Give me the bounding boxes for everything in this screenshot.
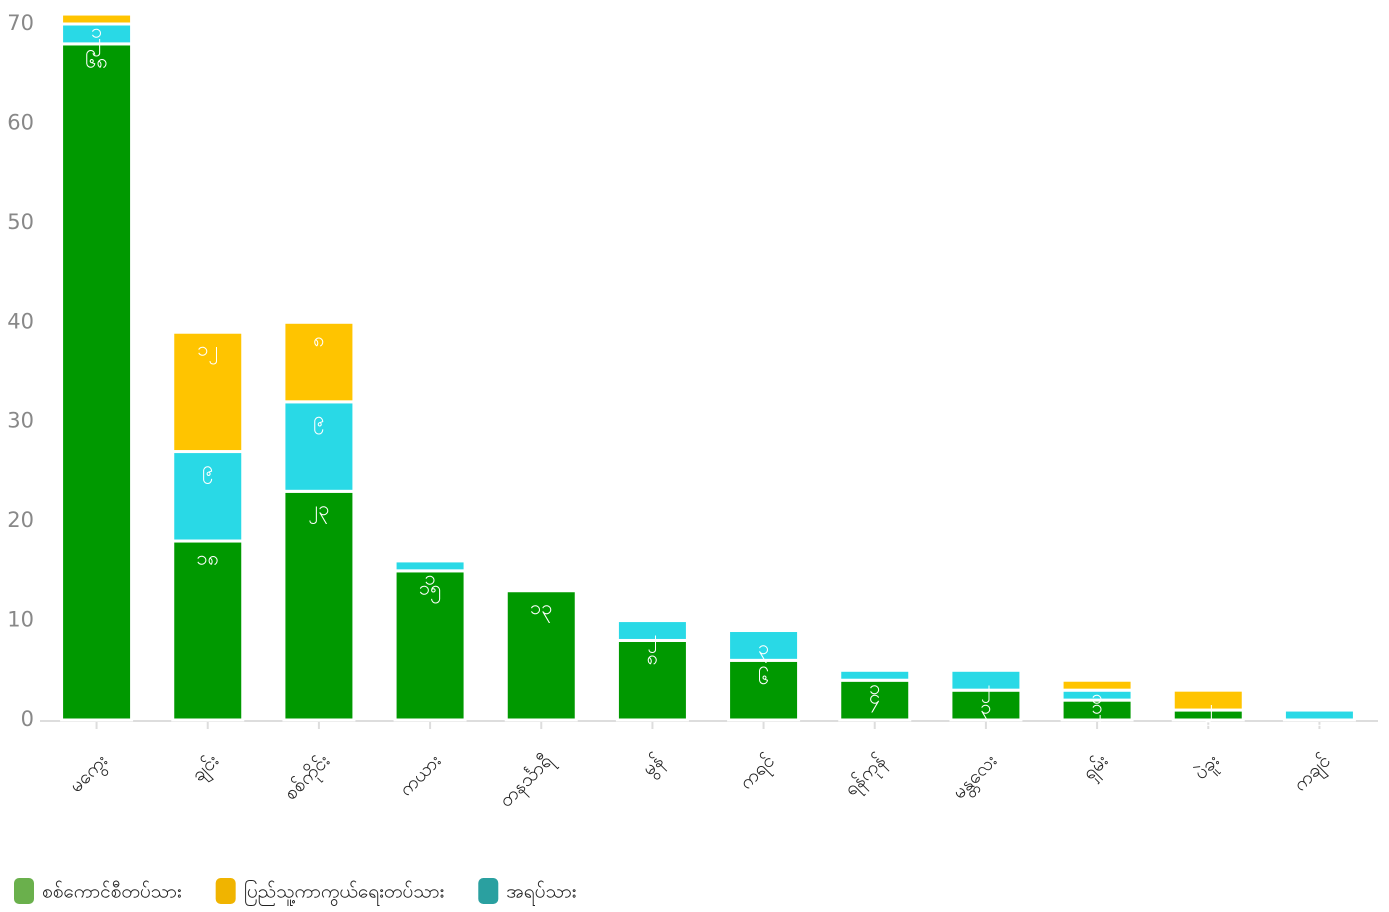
x-tick-label: မကွေး — [65, 750, 115, 800]
bar-segment — [282, 400, 356, 493]
value-label: ၁ — [1091, 685, 1102, 709]
x-tick-label: ရှမ်း — [1077, 749, 1115, 787]
value-label: ၃ — [980, 695, 991, 723]
y-tick-label: 60 — [7, 110, 34, 134]
value-label: ၂ — [981, 675, 991, 703]
legend-swatch — [14, 878, 34, 904]
legend-label: စစ်ကောင်စီတပ်သား — [42, 880, 182, 903]
value-label: ၁၅ — [419, 575, 442, 603]
y-tick-label: 10 — [7, 608, 34, 632]
x-tick-label: စစ်ကိုင်း — [279, 749, 337, 807]
value-label: ၈ — [313, 327, 324, 351]
bar-segment — [1171, 688, 1245, 712]
value-label: ၈ — [647, 645, 658, 669]
value-label: ၂ — [648, 625, 658, 653]
y-tick-label: 0 — [21, 707, 34, 731]
value-label: ၉ — [202, 456, 213, 484]
x-tick-label: မန္တလေး — [948, 750, 1004, 806]
bar-segment — [727, 629, 801, 662]
bar-segment — [282, 320, 356, 404]
value-label: ၁၃ — [530, 595, 553, 623]
x-tick-label: မွန် — [637, 749, 671, 783]
bar-segment — [171, 330, 245, 454]
bar-segment — [282, 489, 356, 722]
value-label: ၂၃ — [308, 496, 329, 524]
bar-segment — [1060, 678, 1134, 692]
bar-segment — [504, 589, 578, 722]
value-label: ၂ — [92, 29, 102, 57]
value-label: ၁ — [91, 19, 102, 43]
bar-segment — [615, 638, 689, 722]
value-label: ၉ — [313, 406, 324, 434]
value-label: ၃ — [758, 635, 769, 663]
value-label: ၁ — [1091, 695, 1102, 719]
bar-segment — [393, 559, 467, 573]
bar-segment — [60, 12, 134, 26]
bar-segment — [1282, 708, 1356, 722]
x-tick-label: တနင်္သာရီ — [494, 748, 560, 814]
value-label: ၁ — [1314, 715, 1325, 739]
x-tick-label: ကယား — [395, 750, 446, 801]
x-tick-label: ချင်း — [186, 749, 226, 789]
value-label: ၂ — [1203, 695, 1213, 723]
bar-segment — [615, 619, 689, 642]
bar-segment — [171, 450, 245, 543]
bar-segment — [949, 668, 1023, 692]
y-tick-label: 40 — [7, 309, 34, 333]
x-tick-label: ကရင် — [734, 749, 782, 797]
legend-label: ပြည်သူ့ကာကွယ်ရေးတပ်သား — [244, 879, 445, 907]
value-label: ၆၈ — [85, 48, 108, 72]
value-label: ၁ — [1203, 715, 1214, 739]
bar-segment — [60, 42, 134, 722]
value-label: ၂ — [1092, 705, 1102, 733]
y-tick-label: 20 — [7, 508, 34, 532]
bar-segment — [838, 668, 912, 682]
value-label: ၁ — [869, 675, 880, 699]
y-tick-label: 70 — [7, 11, 34, 35]
value-label: ၁၂ — [197, 337, 218, 365]
value-label: ၁၈ — [196, 546, 219, 570]
y-tick-label: 30 — [7, 409, 34, 433]
bar-segment — [393, 569, 467, 722]
bar-segment — [838, 678, 912, 722]
legend-label: အရပ်သား — [506, 880, 576, 907]
x-tick-label: ပဲခူး — [1189, 750, 1226, 787]
value-label: ၁ — [424, 565, 435, 589]
legend-swatch — [215, 878, 236, 904]
legend-swatch — [478, 878, 499, 904]
y-tick-label: 50 — [7, 210, 34, 234]
x-tick-label: ကချင် — [1288, 749, 1337, 798]
value-label: ၆ — [758, 665, 769, 689]
value-label: ၄ — [869, 685, 880, 713]
x-tick-label: ရန်ကုန် — [839, 749, 893, 803]
